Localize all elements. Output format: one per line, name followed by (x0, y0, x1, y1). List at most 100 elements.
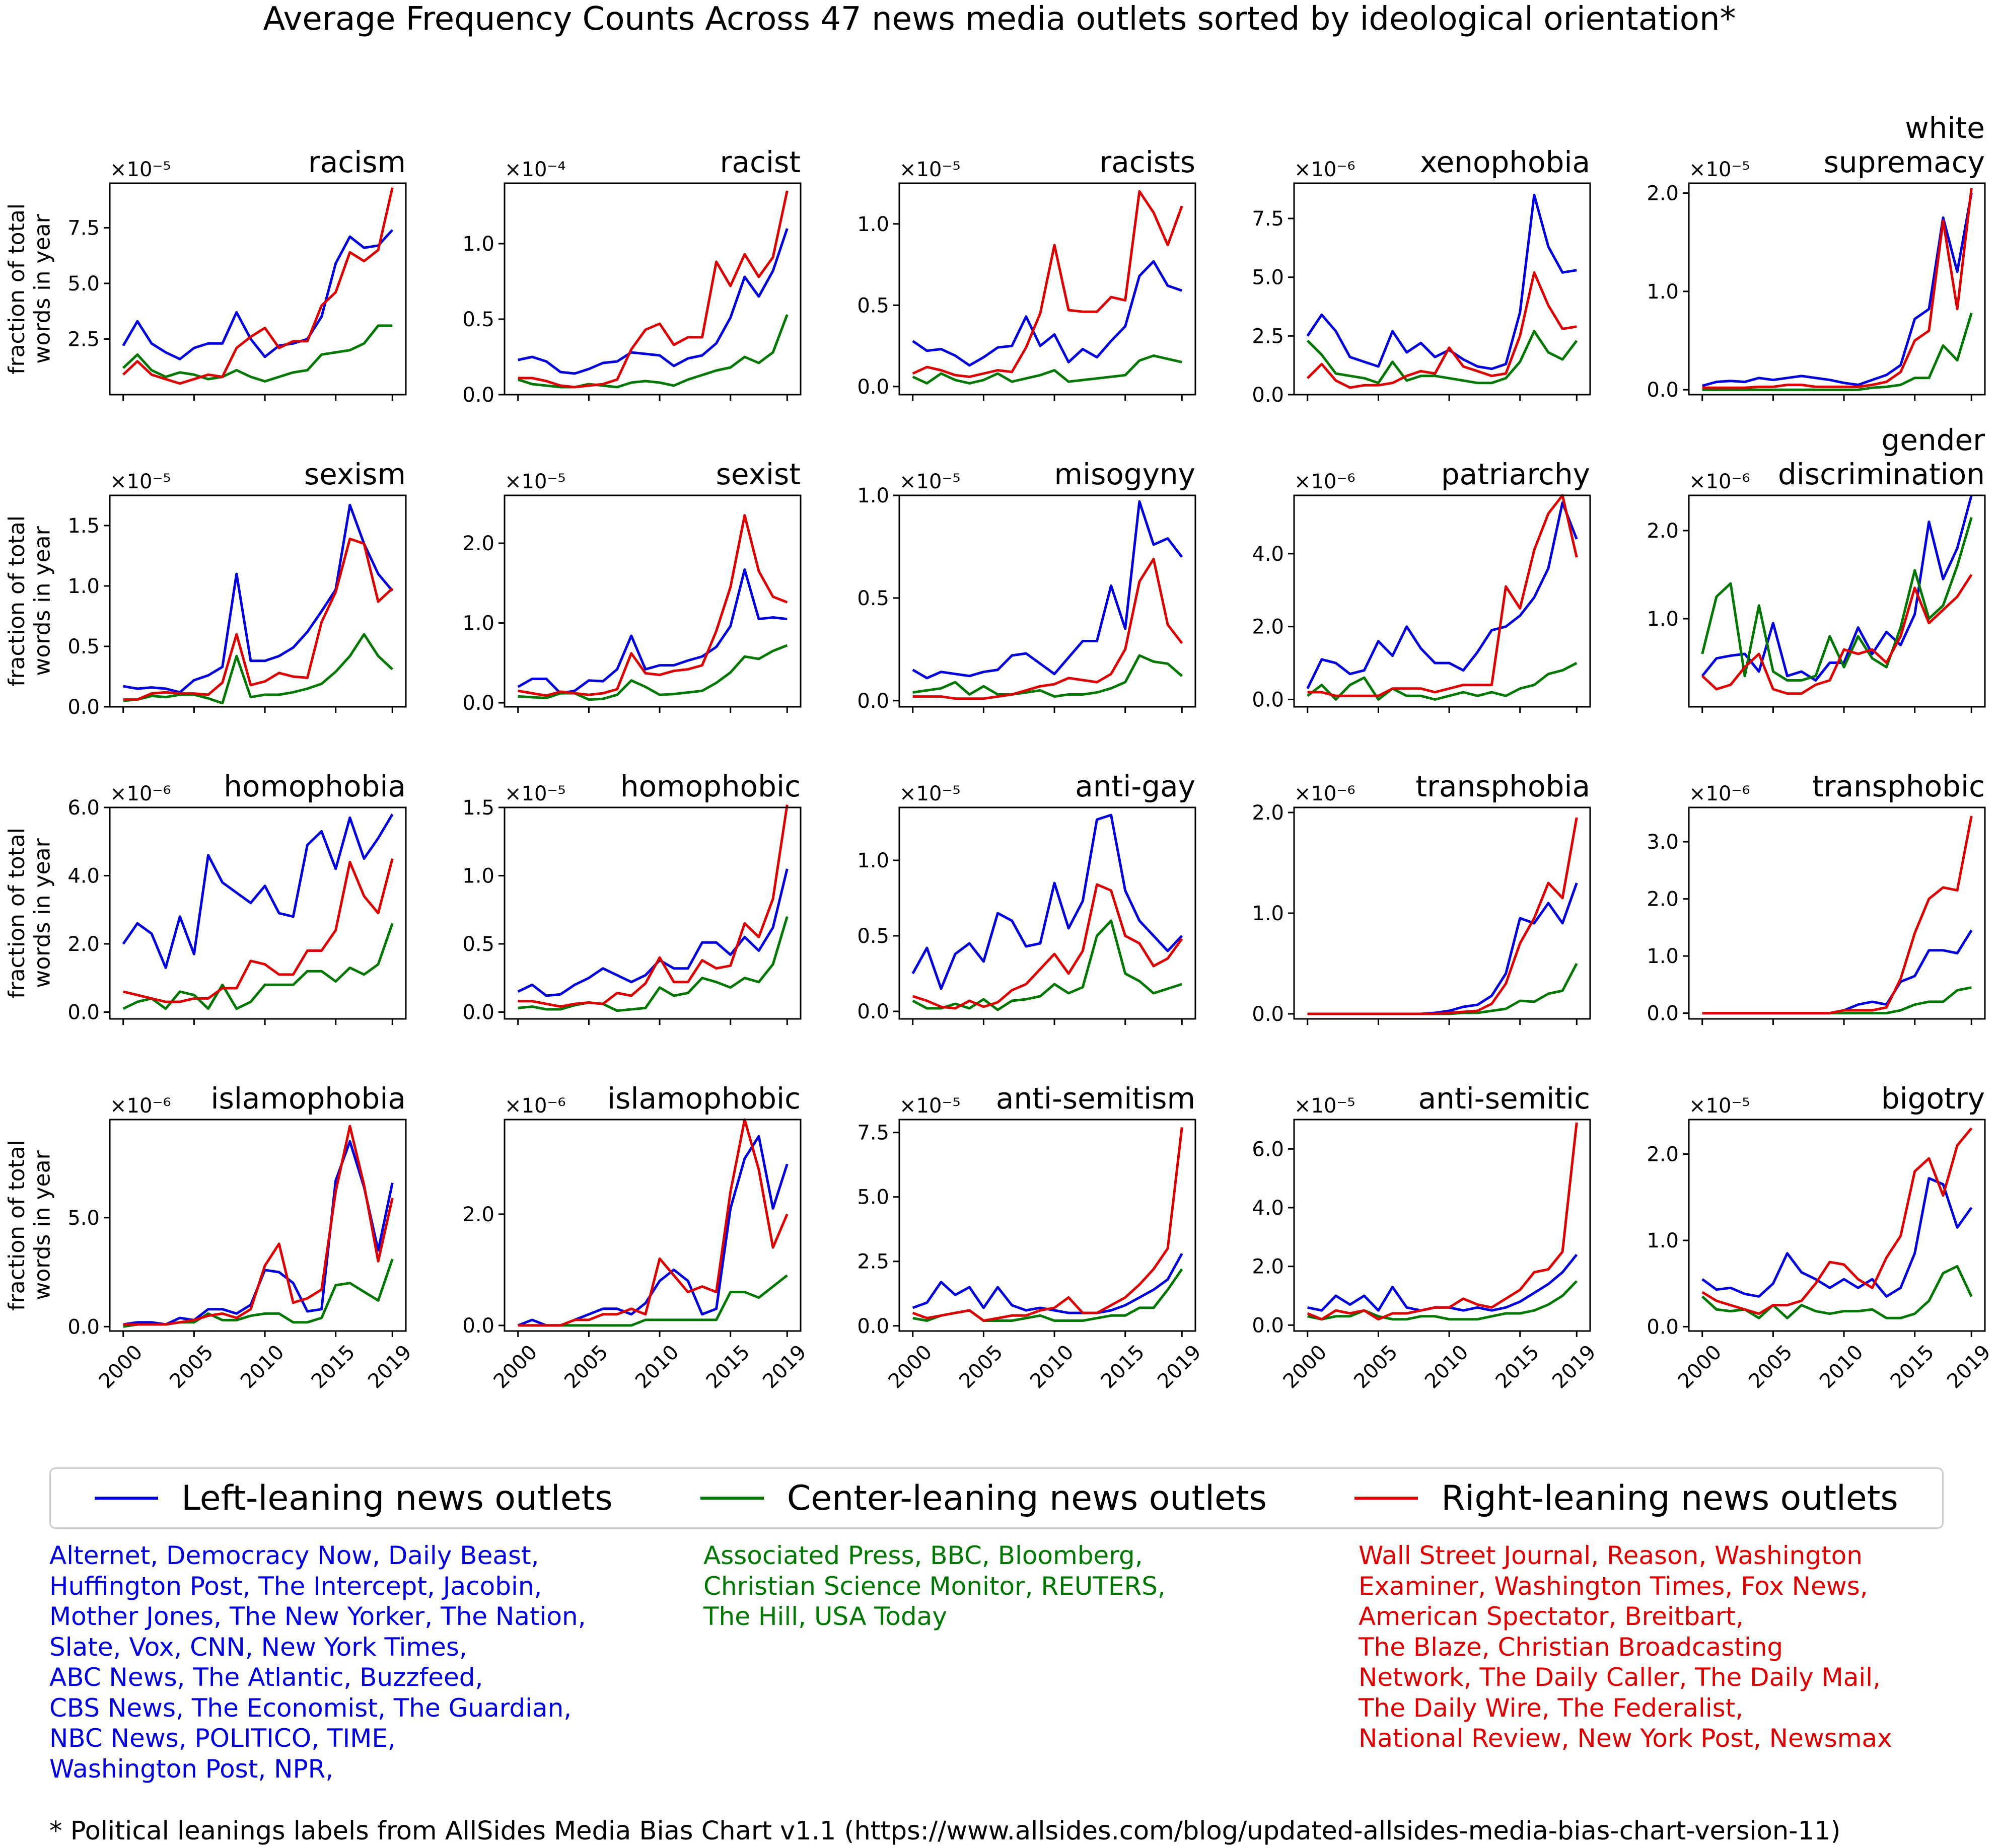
right-outlets-list: Wall Street Journal, Reason, Washington … (1359, 1541, 1892, 1753)
series-line-right (518, 804, 789, 1008)
scale-exponent: ×10⁻⁵ (1689, 1094, 1750, 1118)
series-line-left (1306, 193, 1577, 371)
x-tick-label: 2010 (1420, 1341, 1473, 1393)
series-line-left (518, 228, 789, 375)
plot-frame (898, 1119, 1196, 1332)
y-tick-label: 2.0 (1647, 1143, 1679, 1166)
legend-label-center: Center-leaning news outlets (787, 1478, 1267, 1518)
y-tick-label: 1.0 (1647, 1229, 1679, 1252)
scale-exponent: ×10⁻⁵ (899, 1094, 961, 1118)
panel-title: racism (308, 145, 406, 179)
panel-bigotry: 0.0 1.0 2.0 2000 2005 2010 2015 2019 ×10⁻⁵ bigotr… (1647, 1081, 1995, 1393)
y-tick-label: 0.0 (462, 692, 494, 715)
scale-exponent: ×10⁻⁵ (505, 470, 566, 493)
x-tick-label: 2015 (702, 1341, 755, 1393)
plot-frame (504, 806, 802, 1020)
panel-title: islamophobic (607, 1081, 801, 1116)
y-tick-label: 0.0 (462, 1001, 494, 1024)
y-tick-label: 2.0 (1252, 1255, 1284, 1279)
x-tick-label: 2010 (1815, 1341, 1868, 1393)
scale-exponent: ×10⁻⁶ (1294, 782, 1355, 805)
panel-homophobic: 0.0 0.5 1.0 1.5 ×10⁻⁵ homophobic (462, 769, 802, 1025)
x-tick-label: 2000 (1674, 1341, 1727, 1393)
series-line-right (1306, 271, 1577, 389)
panel-islamophobia: 0.0 5.0 2000 2005 2010 2015 2019 ×10⁻⁶ islamopho… (4, 1081, 416, 1393)
panel-title: sexist (716, 457, 801, 491)
panel-sexist: 0.0 1.0 2.0 ×10⁻⁵ sexist (462, 457, 802, 715)
y-tick-label: 4.0 (67, 864, 100, 888)
y-tick-label: 0.0 (1252, 384, 1284, 407)
panel-title: homophobia (224, 769, 406, 803)
panel-title: racists (1099, 145, 1195, 179)
plot-frame (109, 806, 407, 1020)
series-line-center (122, 324, 393, 383)
y-tick-label: 0.0 (857, 1000, 889, 1023)
legend-entry-center: Center-leaning news outlets (700, 1479, 1267, 1518)
panel-title: homophobic (620, 769, 801, 803)
y-axis-label: fraction of totalwords in year (4, 515, 55, 687)
y-tick-label: 2.5 (857, 1250, 889, 1274)
series-line-right (123, 537, 394, 701)
left-outlets-list: Alternet, Democracy Now, Daily Beast, Hu… (49, 1541, 586, 1784)
legend-label-left: Left-leaning news outlets (181, 1478, 613, 1518)
x-tick-label: 2015 (1491, 1341, 1544, 1393)
series-line-left (123, 1140, 394, 1326)
plot-frame (109, 182, 407, 396)
series-line-right (518, 1118, 789, 1327)
panel-title: anti-semitic (1418, 1081, 1590, 1116)
y-tick-label: 0.0 (462, 1314, 494, 1338)
x-tick-label: 2019 (1548, 1341, 1601, 1393)
y-tick-label: 2.0 (462, 1203, 494, 1226)
x-tick-label: 2010 (1026, 1341, 1079, 1393)
chart-title: Average Frequency Counts Across 47 news … (263, 1, 1736, 38)
legend-swatch-center (700, 1497, 764, 1500)
series-line-center (1702, 986, 1972, 1015)
panel-title: transphobic (1812, 769, 1985, 803)
panel-title: racist (720, 145, 801, 179)
series-line-right (123, 858, 394, 1003)
plot-frame (109, 494, 407, 708)
y-tick-label: 0.0 (857, 1315, 889, 1338)
series-line-left (517, 868, 789, 997)
y-tick-label: 1.0 (857, 849, 889, 872)
panel-title: patriarchy (1441, 457, 1590, 491)
panel-title: anti-semitism (996, 1081, 1195, 1116)
y-tick-label: 1.0 (857, 484, 889, 507)
plot-frame (1688, 1119, 1986, 1332)
panel-title: discrimination (1778, 457, 1985, 491)
y-tick-label: 2.5 (1252, 325, 1284, 348)
y-tick-label: 1.5 (462, 796, 494, 820)
series-line-center (518, 916, 789, 1012)
scale-exponent: ×10⁻⁶ (110, 782, 171, 805)
series-line-center (1307, 963, 1578, 1015)
y-tick-label: 0.0 (857, 690, 889, 713)
y-tick-label: 6.0 (67, 796, 100, 820)
y-tick-label: 0.0 (67, 696, 100, 719)
series-line-right (518, 190, 789, 389)
plot-frame (1293, 182, 1591, 396)
plot-frame (504, 182, 802, 396)
series-line-right (912, 883, 1183, 1010)
x-tick-label: 2005 (560, 1341, 613, 1393)
y-tick-label: 2.0 (1647, 182, 1679, 205)
y-tick-label: 5.0 (67, 1207, 100, 1230)
series-line-right (1701, 1127, 1973, 1315)
y-tick-label: 7.5 (857, 1122, 889, 1145)
series-line-center (1306, 330, 1578, 385)
y-tick-label: 0.0 (462, 384, 494, 407)
panel-transphobia: 0.0 1.0 2.0 ×10⁻⁶ transphobia (1252, 769, 1591, 1026)
series-line-center (123, 633, 394, 705)
x-tick-label: 2005 (165, 1341, 218, 1393)
y-tick-label: 1.5 (67, 514, 100, 538)
y-tick-label: 5.0 (857, 1186, 889, 1209)
plot-frame (898, 494, 1196, 708)
plot-frame (1293, 1119, 1591, 1332)
y-tick-label: 0.0 (67, 1315, 100, 1339)
x-tick-label: 2019 (1153, 1341, 1206, 1393)
plot-frame (1688, 494, 1986, 708)
series-line-left (517, 1135, 789, 1327)
plot-frame (1293, 806, 1591, 1020)
scale-exponent: ×10⁻⁴ (505, 158, 566, 181)
center-outlets-list: Associated Press, BBC, Bloomberg, Christ… (703, 1541, 1166, 1631)
legend-entry-right: Right-leaning news outlets (1354, 1479, 1898, 1518)
